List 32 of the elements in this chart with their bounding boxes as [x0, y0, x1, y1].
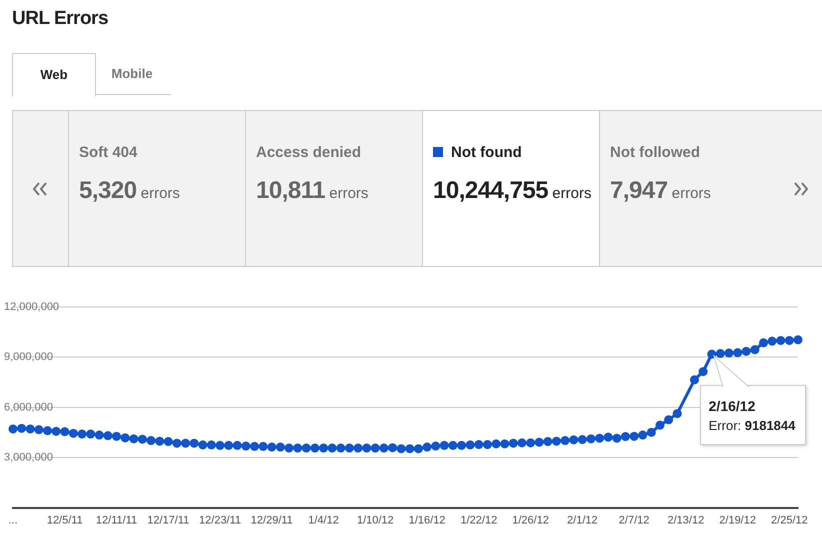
x-tick-label: 12/11/11: [96, 514, 138, 526]
text: Mobile: [110, 65, 154, 83]
x-tick-label: ...: [8, 514, 18, 526]
text: Web: [12, 53, 96, 97]
text: Access denied: [256, 144, 362, 161]
y-tick-label: 3,000,000: [4, 452, 53, 464]
x-tick-label: 2/19/12: [719, 514, 756, 526]
annotation: 2/16/12 Error: 9181844: [708, 397, 796, 436]
y-tick-label: 9,000,000: [4, 351, 53, 364]
x-tick-label: 12/29/11: [250, 514, 293, 526]
x-tick-label: 2/7/12: [618, 514, 650, 526]
chart-title: URL Errors: [12, 8, 108, 30]
x-tick-label: 2/1/12: [567, 514, 598, 526]
x-tick-label: 1/26/12: [512, 514, 549, 526]
text: 5,320 errors: [79, 177, 180, 205]
y-tick-label: 6,000,000: [4, 401, 53, 414]
text: 10,244,755 errors: [433, 177, 592, 205]
x-tick-label: 1/10/12: [356, 514, 394, 526]
x-tick-label: 12/17/11: [147, 514, 190, 526]
x-tick-label: 1/22/12: [460, 514, 498, 526]
x-tick-label: 12/5/11: [46, 514, 83, 526]
x-tick-label: 2/25/12: [771, 514, 808, 526]
legend-label: Not found: [450, 144, 522, 161]
text: Soft 404: [79, 144, 138, 161]
y-tick-label: 12,000,000: [4, 301, 60, 314]
text: 10,811 errors: [256, 177, 368, 205]
text: Not followed: [610, 144, 700, 161]
x-tick-label: 12/23/11: [199, 514, 242, 526]
x-tick-label: 2/13/12: [668, 514, 704, 526]
x-tick-label: 1/16/12: [408, 514, 446, 526]
x-tick-label: 1/4/12: [308, 514, 339, 526]
text: 7,947 errors: [610, 177, 711, 205]
